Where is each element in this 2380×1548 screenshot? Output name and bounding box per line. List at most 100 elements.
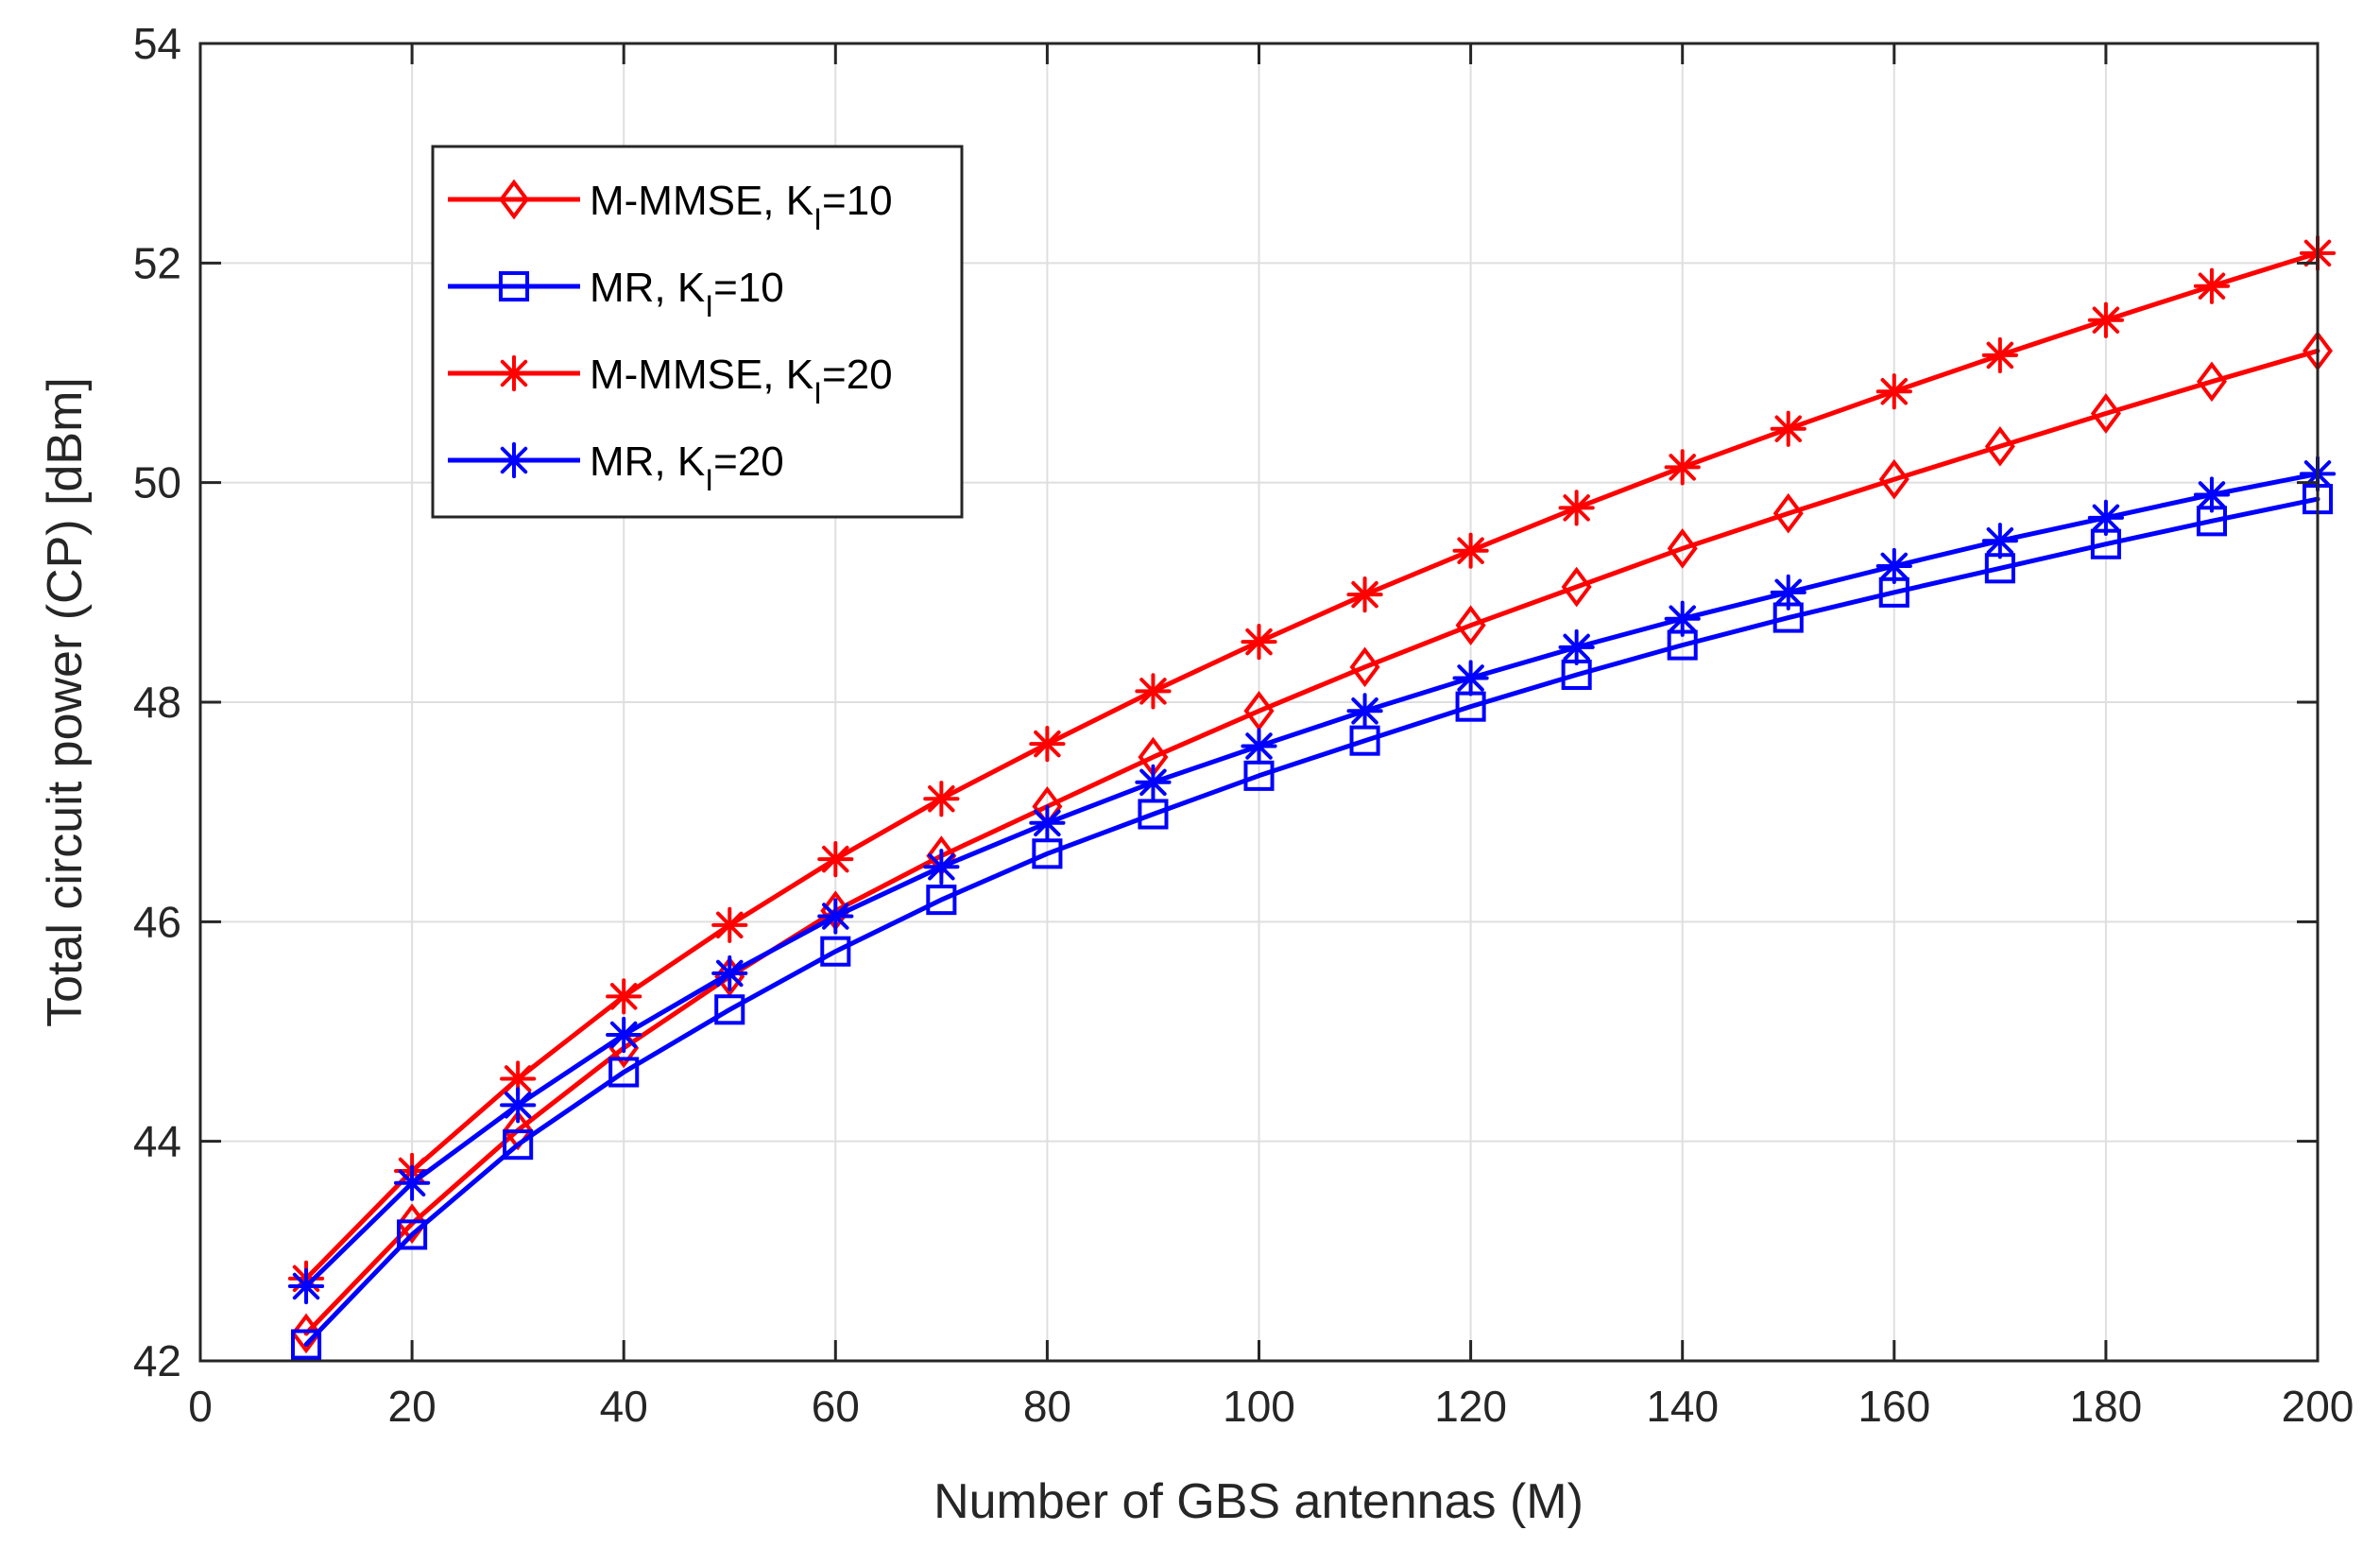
asterisk-stroke xyxy=(609,983,638,1010)
data-point xyxy=(1770,410,1806,447)
data-point xyxy=(1346,693,1383,730)
data-point xyxy=(2090,393,2121,434)
legend-label-main: MR, K xyxy=(590,439,705,485)
asterisk-stroke xyxy=(504,1065,532,1092)
data-point xyxy=(2087,499,2124,536)
y-tick-label: 54 xyxy=(133,19,181,68)
data-point xyxy=(500,1087,537,1124)
legend-item: MR, KI=10 xyxy=(448,265,784,323)
data-point xyxy=(1029,726,1066,763)
y-axis-label: Total circuit power (CP) [dBm] xyxy=(38,377,93,1027)
asterisk-stroke xyxy=(928,784,955,813)
y-tick-label: 50 xyxy=(133,458,181,507)
data-point xyxy=(397,1203,428,1245)
data-point xyxy=(1875,547,1912,585)
asterisk-stroke xyxy=(1563,633,1590,662)
asterisk-stroke xyxy=(1986,526,2014,555)
data-point xyxy=(817,841,854,878)
legend-label-main: M-MMSE, K xyxy=(590,178,813,224)
data-point xyxy=(1135,673,1172,710)
asterisk-stroke xyxy=(1986,341,2014,370)
data-point xyxy=(287,1267,325,1305)
y-tick-label: 48 xyxy=(133,678,181,727)
legend-label-main: M-MMSE, K xyxy=(590,352,813,398)
data-point xyxy=(1561,566,1592,608)
series-line xyxy=(303,250,2320,1281)
data-point xyxy=(1558,628,1595,666)
asterisk-stroke xyxy=(292,1272,320,1300)
asterisk-stroke xyxy=(822,845,849,873)
legend-item: M-MMSE, KI=10 xyxy=(448,178,893,236)
asterisk-stroke xyxy=(928,853,955,881)
data-point xyxy=(1981,523,2018,559)
legend-label-subscript: I xyxy=(813,376,822,410)
asterisk-stroke xyxy=(1880,378,1909,405)
asterisk-stroke xyxy=(2092,504,2120,532)
asterisk-marker xyxy=(495,441,533,479)
data-point xyxy=(714,994,745,1025)
data-point xyxy=(1984,425,2015,467)
axis-ticks xyxy=(198,42,2320,1363)
data-point xyxy=(608,1057,640,1088)
x-tick-label: 140 xyxy=(1646,1382,1719,1431)
asterisk-stroke xyxy=(1139,678,1167,705)
x-tick-label: 180 xyxy=(2070,1382,2143,1431)
legend-label-suffix: =20 xyxy=(713,439,784,485)
data-point xyxy=(711,955,748,992)
data-point xyxy=(606,1016,642,1054)
data-point xyxy=(1664,600,1701,637)
legend-label: MR, KI=20 xyxy=(590,439,784,497)
data-point xyxy=(291,1329,322,1360)
series-layer xyxy=(287,234,2337,1360)
legend-label-subscript: I xyxy=(705,463,713,497)
asterisk-stroke xyxy=(1669,605,1696,632)
asterisk-stroke xyxy=(716,911,744,939)
x-tick-label: 60 xyxy=(812,1382,860,1431)
asterisk-stroke xyxy=(822,903,849,930)
asterisk-stroke xyxy=(1351,697,1378,725)
legend-item: M-MMSE, KI=20 xyxy=(448,352,893,410)
data-point xyxy=(1243,690,1275,731)
x-tick-label: 160 xyxy=(1858,1382,1930,1431)
asterisk-stroke xyxy=(1457,537,1484,564)
asterisk-stroke xyxy=(398,1169,426,1197)
legend-label: M-MMSE, KI=10 xyxy=(590,178,893,236)
data-point xyxy=(1135,764,1172,800)
data-point xyxy=(1875,373,1912,410)
asterisk-stroke xyxy=(1245,732,1273,760)
data-point xyxy=(820,936,851,967)
tick-labels: 0 20 40 60 80 100 120 140 160 180 200 42 44 46 48 50 52 5… xyxy=(133,19,2354,1431)
asterisk-stroke xyxy=(2198,481,2226,508)
data-point xyxy=(2196,361,2227,403)
data-point xyxy=(1138,799,1169,830)
data-point xyxy=(1349,646,1380,688)
y-tick-label: 46 xyxy=(133,897,181,946)
data-point xyxy=(397,1219,428,1250)
data-point xyxy=(2087,301,2124,338)
x-tick-label: 100 xyxy=(1223,1382,1295,1431)
data-point xyxy=(1241,728,1277,765)
legend-item: MR, KI=20 xyxy=(448,439,784,497)
asterisk-stroke xyxy=(1880,552,1909,580)
data-point xyxy=(503,1129,534,1161)
x-tick-label: 20 xyxy=(388,1382,437,1431)
asterisk-stroke xyxy=(1774,415,1802,442)
data-point xyxy=(1346,576,1383,613)
data-point xyxy=(817,898,854,935)
data-point xyxy=(2193,476,2231,513)
asterisk-stroke xyxy=(1774,578,1802,607)
x-tick-label: 40 xyxy=(600,1382,648,1431)
asterisk-stroke xyxy=(1139,768,1167,797)
asterisk-stroke xyxy=(1245,628,1273,656)
asterisk-marker xyxy=(495,354,533,392)
data-point xyxy=(2193,267,2231,304)
data-point xyxy=(711,906,748,943)
data-point xyxy=(923,849,960,886)
data-point xyxy=(394,1164,431,1201)
legend-label-subscript: I xyxy=(705,289,713,323)
data-point xyxy=(1770,574,1806,611)
series-line xyxy=(303,348,2320,1336)
asterisk-stroke xyxy=(1457,664,1484,692)
y-tick-label: 44 xyxy=(133,1117,181,1166)
